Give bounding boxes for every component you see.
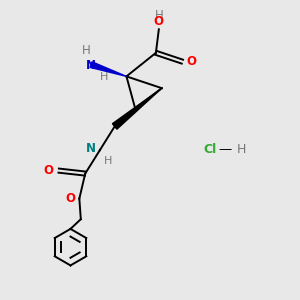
Text: H: H	[100, 72, 108, 82]
Text: H: H	[154, 9, 163, 22]
Text: O: O	[65, 192, 75, 205]
Text: Cl: Cl	[203, 143, 216, 157]
Polygon shape	[90, 62, 126, 76]
Text: —: —	[218, 143, 232, 157]
Polygon shape	[112, 88, 162, 129]
Text: H: H	[82, 44, 91, 57]
Text: H: H	[237, 143, 246, 157]
Text: H: H	[104, 157, 113, 166]
Text: O: O	[187, 55, 197, 68]
Text: O: O	[44, 164, 53, 177]
Text: O: O	[154, 15, 164, 28]
Text: N: N	[86, 59, 96, 72]
Text: N: N	[85, 142, 95, 155]
